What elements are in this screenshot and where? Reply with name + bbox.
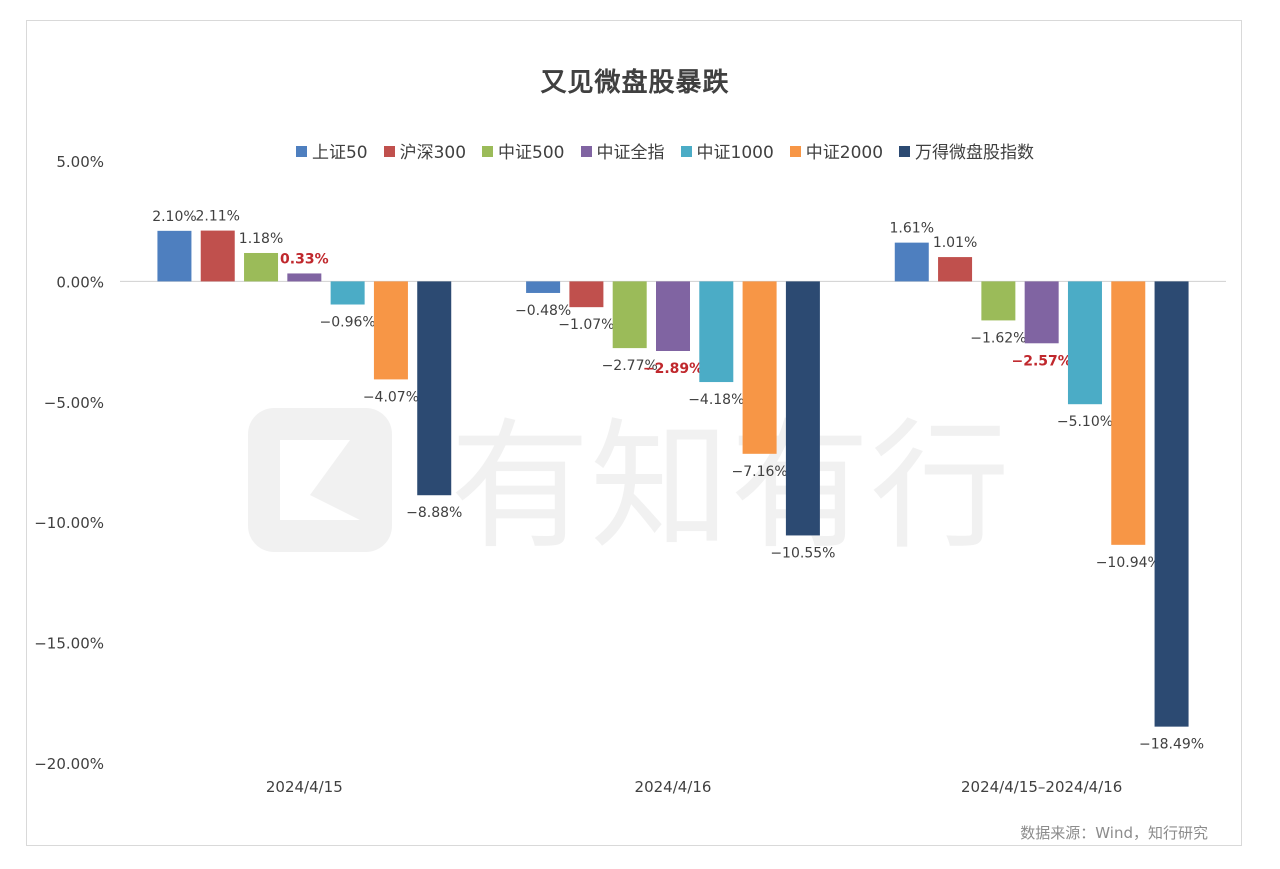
legend-swatch [680,146,692,157]
bar [244,252,279,282]
data-label: −4.07% [363,389,419,405]
legend-item-4: 中证1000 [680,138,774,163]
y-tick-label: −15.00% [34,635,104,653]
bar [526,281,561,293]
data-label: −1.62% [970,330,1026,346]
bar [157,230,192,282]
data-label: −7.16% [731,464,787,480]
legend-label: 中证全指 [596,143,665,163]
bar [200,230,235,282]
legend-swatch [580,146,592,157]
x-category-label: 2024/4/16 [635,778,712,796]
y-tick-label: 5.00% [56,153,104,171]
legend-item-2: 中证500 [482,138,565,163]
data-label: 1.01% [933,235,977,251]
legend-swatch [482,146,494,157]
legend-item-1: 沪深300 [383,138,467,163]
bar [287,273,322,282]
legend: 上证50 沪深300 中证500 中证全指 中证1000 中证2000 万得微盘股指数 [0,138,1280,163]
x-category-label: 2024/4/15–2024/4/16 [961,778,1122,796]
legend-label: 上证50 [311,143,368,163]
bar [894,242,929,282]
bar [938,257,973,282]
legend-label: 中证1000 [696,143,774,163]
data-label: 2.11% [195,209,239,225]
data-label: −0.96% [320,315,376,331]
y-tick-label: −10.00% [34,514,104,532]
y-tick-label: −20.00% [34,755,104,773]
data-label: −10.55% [770,545,835,561]
legend-label: 中证500 [498,143,565,163]
data-label: −2.57% [1012,353,1072,369]
bar [1154,281,1189,727]
bar [569,281,604,308]
data-label: −8.88% [406,505,462,521]
y-tick-label: −5.00% [44,394,104,412]
data-label: −2.77% [602,358,658,374]
bar [742,281,777,454]
data-label: −1.07% [558,317,614,333]
legend-label: 万得微盘股指数 [915,143,1035,163]
bar [1111,281,1146,545]
data-label: −10.94% [1096,555,1161,571]
legend-item-6: 万得微盘股指数 [899,138,1034,163]
bar [330,281,365,305]
legend-label: 中证2000 [805,143,884,163]
bar [1024,281,1059,344]
data-label: −0.48% [515,303,571,319]
data-label: 1.61% [890,221,934,237]
bar [417,281,452,496]
y-tick-label: 0.00% [56,273,104,291]
data-label: 0.33% [280,251,329,267]
bar [981,281,1016,321]
watermark-logo: 有知有行 [248,406,1010,560]
chart-title: 又见微盘股暴跌 [540,68,730,98]
data-label: −5.10% [1057,414,1113,430]
bar [785,281,820,536]
data-label: 2.10% [152,209,196,225]
chart-frame [26,20,1242,846]
legend-swatch [899,146,911,157]
bar [612,281,647,349]
source-note: 数据来源：Wind，知行研究 [1020,824,1208,842]
legend-item-5: 中证2000 [789,138,884,163]
watermark-text: 有知有行 [450,406,1010,560]
legend-item-0: 上证50 [295,138,368,163]
data-label: −18.49% [1139,737,1204,753]
legend-swatch [295,146,307,157]
legend-label: 沪深300 [399,143,467,163]
legend-swatch [383,146,395,157]
data-label: −2.89% [643,361,703,377]
legend-item-3: 中证全指 [580,138,665,163]
bar [656,281,690,351]
bar [699,281,734,383]
data-label: 1.18% [239,231,283,247]
legend-swatch [789,146,801,157]
bar [1067,281,1102,405]
bar [373,281,408,380]
data-label: −4.18% [688,392,744,408]
x-category-label: 2024/4/15 [266,778,343,796]
